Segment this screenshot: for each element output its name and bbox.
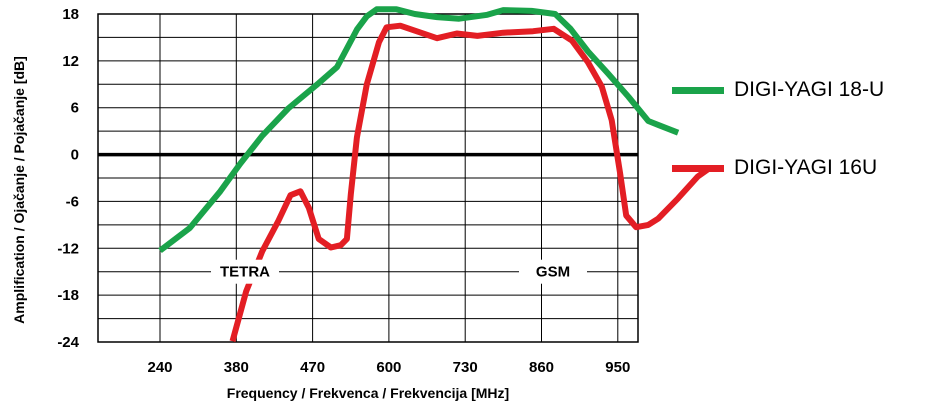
y-axis-title: Amplification / Ojačanje / Pojačanje [dB… [11, 56, 27, 324]
y-tick-label: 0 [71, 147, 79, 164]
x-tick-label: 470 [300, 359, 325, 376]
legend-swatch-green [672, 86, 724, 94]
x-tick-label: 730 [453, 359, 478, 376]
y-tick-label: 6 [71, 100, 79, 117]
band-annotations: TETRA GSM [211, 259, 587, 284]
y-tick-labels: 18 12 6 0 -6 -12 -18 -24 [57, 6, 79, 351]
y-tick-label: -18 [57, 287, 79, 304]
y-tick-label: -12 [57, 240, 79, 257]
annotation-bg [519, 259, 587, 284]
y-tick-label: 18 [62, 6, 79, 23]
series-group [158, 6, 712, 342]
x-tick-label: 860 [529, 359, 554, 376]
x-tick-label: 240 [147, 359, 172, 376]
series-line-2 [229, 22, 712, 342]
legend-swatch-red [672, 164, 724, 172]
annotation-label: TETRA [220, 264, 270, 281]
x-axis-title: Frequency / Frekvenca / Frekvencija [MHz… [227, 385, 509, 401]
legend-item-series-2: DIGI-YAGI 16U [672, 148, 934, 188]
x-tick-label: 600 [376, 359, 401, 376]
y-tick-label: -24 [57, 334, 79, 351]
x-tick-labels: 240 380 470 600 730 860 950 [147, 359, 630, 376]
legend-item-series-1: DIGI-YAGI 18-U [672, 70, 934, 110]
annotation-label: GSM [536, 264, 570, 281]
legend-label: DIGI-YAGI 18-U [734, 78, 885, 101]
legend-label: DIGI-YAGI 16U [734, 156, 878, 179]
x-tick-label: 380 [224, 359, 249, 376]
chart-grid [97, 13, 639, 343]
y-tick-label: 12 [62, 53, 79, 70]
legend: DIGI-YAGI 18-U DIGI-YAGI 16U [672, 70, 934, 226]
x-tick-label: 950 [605, 359, 630, 376]
annotation-bg [211, 259, 279, 284]
series-line-1 [158, 6, 680, 253]
y-tick-label: -6 [66, 193, 79, 210]
